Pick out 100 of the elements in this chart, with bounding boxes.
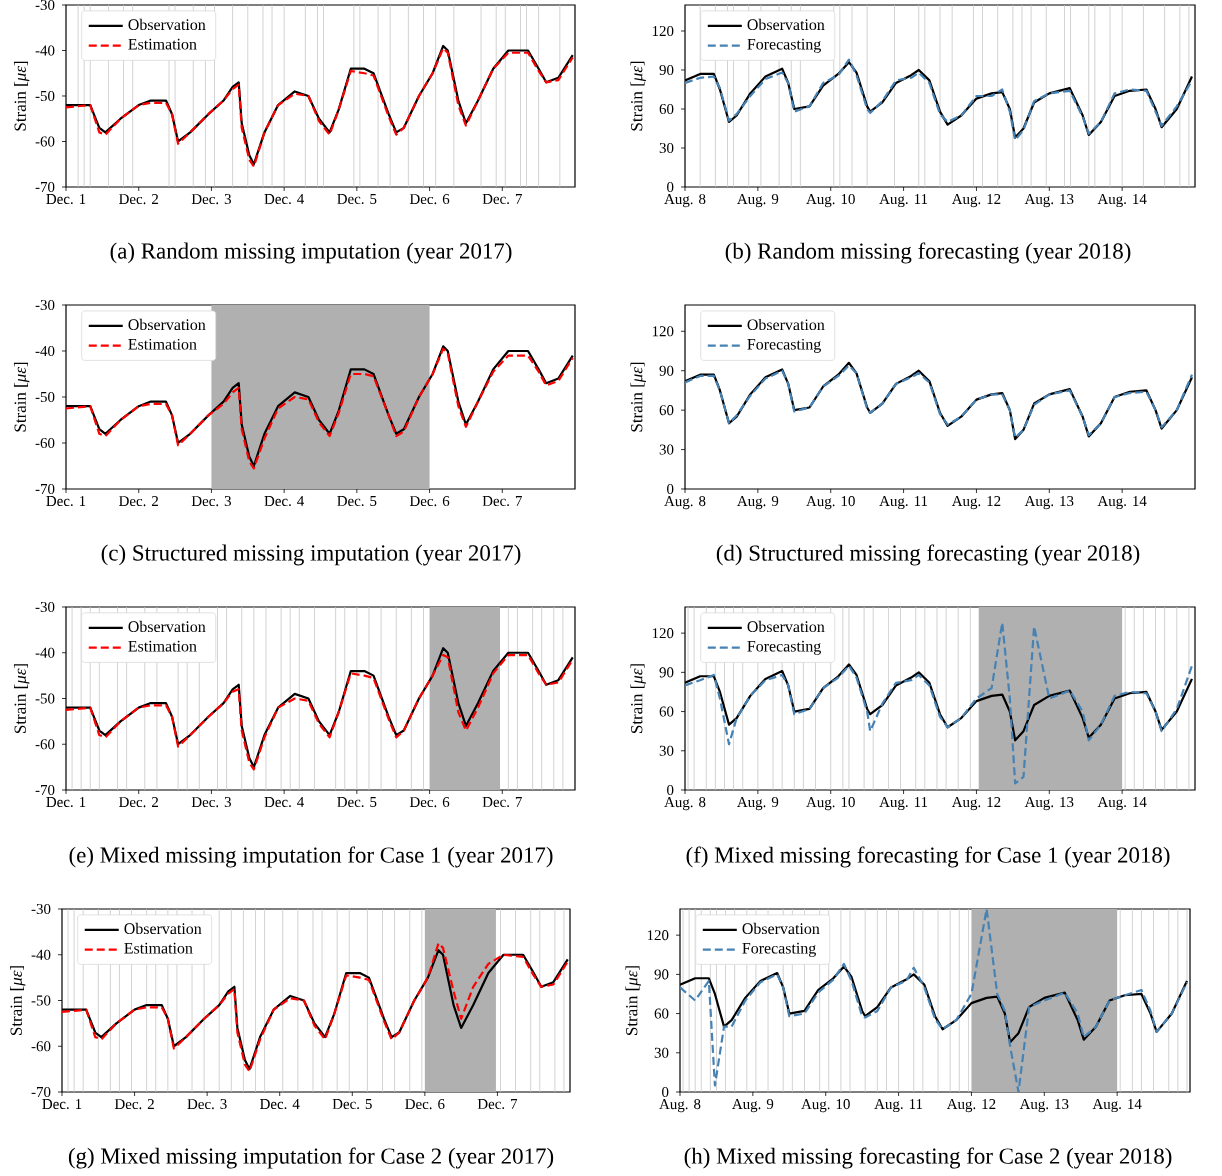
text: (d) Structured missing forecasting (year 2018) — [716, 544, 1140, 566]
x-tick-label: Aug. 14 — [1097, 797, 1147, 811]
x-tick-label: Aug. 14 — [1092, 1099, 1142, 1113]
x-tick-label: Dec. 4 — [264, 797, 305, 808]
x-tick-label: Dec. 5 — [337, 496, 377, 507]
y-tick-label: -70 — [35, 181, 55, 193]
legend-label: Observation — [124, 922, 202, 935]
y-tick-label: -30 — [35, 299, 55, 311]
y-tick-label: 120 — [652, 25, 674, 37]
y-tick-label: -50 — [35, 90, 55, 102]
x-tick-label: Aug. 13 — [1019, 1099, 1069, 1113]
y-tick-label: -30 — [35, 0, 55, 11]
y-tick-label: 90 — [654, 969, 669, 980]
y-tick-label: 60 — [659, 706, 674, 717]
legend-label: Observation — [747, 18, 825, 31]
x-tick-label: Aug. 11 — [879, 194, 928, 208]
x-tick-label: Aug. 8 — [659, 1099, 701, 1113]
x-tick-label: Aug. 8 — [664, 194, 706, 208]
y-tick-label: 60 — [659, 405, 674, 416]
x-tick-label: Aug. 8 — [664, 496, 706, 510]
legend-label: Estimation — [124, 942, 193, 954]
x-tick-label: Dec. 4 — [264, 496, 305, 507]
legend-label: Observation — [128, 18, 206, 31]
x-tick-label: Aug. 10 — [806, 496, 855, 510]
x-tick-label: Dec. 7 — [482, 194, 522, 205]
x-tick-label: Dec. 3 — [191, 496, 231, 507]
x-tick-label: Aug. 14 — [1097, 496, 1147, 510]
y-tick-label: 90 — [659, 64, 674, 76]
y-tick-label: 30 — [654, 1047, 669, 1058]
x-tick-label: Dec. 6 — [409, 797, 450, 808]
x-tick-label: Dec. 2 — [114, 1099, 154, 1110]
y-tick-label: 30 — [659, 745, 674, 756]
x-tick-label: Dec. 3 — [191, 797, 231, 808]
y-tick-label: 0 — [667, 483, 674, 495]
x-tick-label: Dec. 7 — [482, 496, 522, 507]
x-tick-label: Aug. 12 — [946, 1099, 996, 1113]
x-tick-label: Dec. 2 — [119, 496, 159, 507]
y-tick-label: -40 — [35, 345, 55, 357]
x-tick-label: Aug. 9 — [737, 194, 779, 208]
y-axis-title: Strain [με] — [630, 664, 646, 733]
text: (e) Mixed missing imputation for Case 1 (year 2017) — [69, 846, 553, 868]
x-tick-label: Aug. 13 — [1024, 194, 1074, 208]
y-tick-label: -30 — [35, 601, 55, 613]
x-tick-label: Dec. 1 — [46, 194, 86, 205]
line-series — [685, 621, 1194, 785]
legend-label: Forecasting — [742, 942, 816, 957]
legend-label: Forecasting — [747, 338, 821, 353]
legend-label: Forecasting — [747, 640, 821, 655]
x-tick-label: Dec. 3 — [191, 194, 231, 205]
x-tick-label: Dec. 5 — [337, 194, 377, 205]
line-series — [680, 909, 1189, 1092]
y-tick-label: -60 — [35, 437, 55, 449]
y-axis-title: Strain [με] — [630, 61, 646, 131]
y-tick-label: -70 — [31, 1086, 51, 1098]
x-tick-label: Aug. 11 — [879, 496, 928, 510]
x-tick-label: Dec. 7 — [477, 1099, 518, 1110]
x-tick-label: Aug. 13 — [1024, 797, 1074, 811]
y-tick-label: -50 — [31, 995, 51, 1006]
x-tick-label: Aug. 12 — [951, 496, 1001, 510]
y-axis-title: Strain [με] — [13, 664, 30, 733]
y-tick-label: 120 — [647, 930, 669, 941]
y-tick-label: 90 — [659, 365, 674, 376]
legend-label: Observation — [128, 318, 206, 331]
y-axis-title: Strain [με] — [625, 966, 641, 1035]
legend-label: Observation — [747, 318, 825, 331]
y-tick-label: -70 — [35, 483, 55, 495]
x-tick-label: Aug. 10 — [806, 194, 855, 208]
legend-label: Estimation — [128, 38, 197, 50]
legend-label: Estimation — [128, 640, 197, 652]
y-tick-label: 60 — [659, 103, 674, 115]
x-tick-label: Dec. 1 — [42, 1099, 82, 1110]
x-tick-label: Dec. 5 — [337, 797, 377, 808]
text: (g) Mixed missing imputation for Case 2 (year 2017) — [68, 1147, 554, 1169]
y-axis-title: Strain [με] — [9, 966, 26, 1035]
y-tick-label: -40 — [35, 647, 55, 658]
y-tick-label: 90 — [659, 667, 674, 678]
legend-label: Observation — [742, 922, 820, 935]
y-tick-label: -70 — [35, 784, 55, 796]
legend-label: Observation — [747, 620, 825, 633]
y-tick-label: -60 — [31, 1041, 51, 1052]
x-tick-label: Dec. 6 — [405, 1099, 445, 1110]
x-tick-label: Dec. 5 — [332, 1099, 372, 1110]
x-tick-label: Aug. 12 — [951, 797, 1001, 811]
y-tick-label: 0 — [667, 181, 674, 193]
x-tick-label: Dec. 4 — [260, 1099, 300, 1110]
legend-label: Estimation — [128, 338, 197, 350]
legend-label: Observation — [128, 620, 206, 633]
text: (a) Random missing imputation (year 2017) — [110, 242, 512, 264]
x-tick-label: Aug. 13 — [1024, 496, 1074, 510]
y-tick-label: -50 — [35, 391, 55, 403]
y-tick-label: 120 — [652, 326, 674, 337]
y-axis-title: Strain [με] — [13, 362, 30, 432]
y-tick-label: 0 — [667, 784, 674, 796]
x-tick-label: Aug. 12 — [951, 194, 1001, 208]
x-tick-label: Dec. 1 — [46, 496, 86, 507]
x-tick-label: Dec. 3 — [187, 1099, 227, 1110]
x-tick-label: Dec. 7 — [482, 797, 522, 808]
y-tick-label: -40 — [31, 949, 51, 960]
y-axis-title: Strain [με] — [630, 362, 646, 432]
y-tick-label: 30 — [659, 444, 674, 455]
